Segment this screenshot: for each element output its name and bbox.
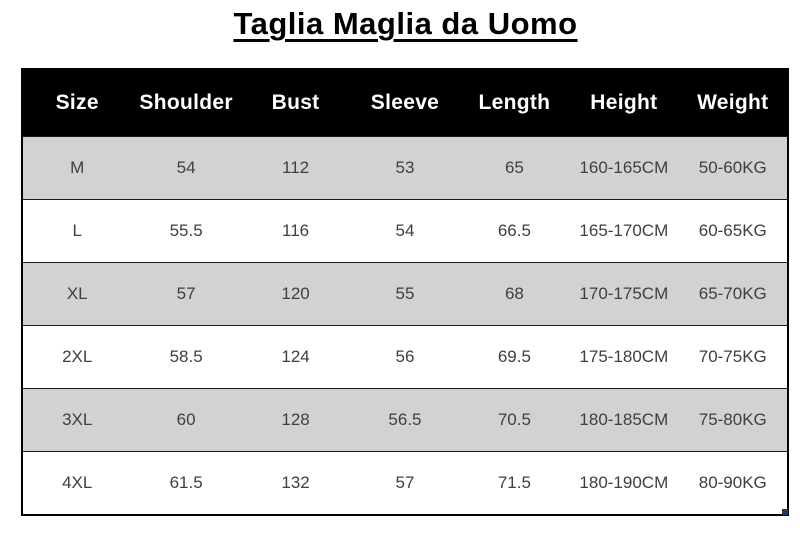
cell-length: 69.5 — [459, 325, 570, 389]
cell-height: 180-185CM — [569, 388, 679, 452]
cell-shoulder: 61.5 — [131, 451, 241, 515]
cell-weight: 75-80KG — [678, 388, 788, 452]
table-row-4xl: 4XL 61.5 132 57 71.5 180-190CM 80-90KG — [22, 451, 788, 515]
table-row-xl: XL 57 120 55 68 170-175CM 65-70KG — [22, 262, 788, 326]
table-row-l: L 55.5 116 54 66.5 165-170CM 60-65KG — [22, 199, 788, 263]
cell-height: 180-190CM — [569, 451, 679, 515]
cell-sleeve: 53 — [350, 136, 460, 200]
cell-shoulder: 55.5 — [131, 199, 241, 263]
corner-handle-icon — [782, 509, 788, 515]
table-row-3xl: 3XL 60 128 56.5 70.5 180-185CM 75-80KG — [22, 388, 788, 452]
cell-length: 68 — [459, 262, 570, 326]
cell-weight: 70-75KG — [678, 325, 788, 389]
cell-height: 165-170CM — [569, 199, 679, 263]
header-cell-size: Size — [22, 69, 132, 137]
cell-shoulder: 54 — [131, 136, 241, 200]
table-header: Size Shoulder Bust Sleeve Length Height … — [22, 69, 788, 137]
cell-length: 71.5 — [459, 451, 570, 515]
cell-sleeve: 54 — [350, 199, 460, 263]
cell-size: 4XL — [22, 451, 132, 515]
cell-size: 3XL — [22, 388, 132, 452]
cell-bust: 116 — [240, 199, 351, 263]
table-body: M 54 112 53 65 160-165CM 50-60KG L 55.5 … — [22, 136, 788, 515]
cell-length: 70.5 — [459, 388, 570, 452]
table-row-2xl: 2XL 58.5 124 56 69.5 175-180CM 70-75KG — [22, 325, 788, 389]
cell-weight: 50-60KG — [678, 136, 788, 200]
cell-shoulder: 60 — [131, 388, 241, 452]
cell-sleeve: 57 — [350, 451, 460, 515]
cell-length: 65 — [459, 136, 570, 200]
header-row: Size Shoulder Bust Sleeve Length Height … — [22, 69, 788, 137]
cell-length: 66.5 — [459, 199, 570, 263]
cell-bust: 124 — [240, 325, 351, 389]
cell-weight: 80-90KG — [678, 451, 788, 515]
cell-shoulder: 58.5 — [131, 325, 241, 389]
cell-weight: 65-70KG — [678, 262, 788, 326]
cell-sleeve: 56 — [350, 325, 460, 389]
header-cell-shoulder: Shoulder — [131, 69, 241, 137]
cell-bust: 120 — [240, 262, 351, 326]
header-cell-length: Length — [459, 69, 570, 137]
cell-height: 175-180CM — [569, 325, 679, 389]
cell-bust: 132 — [240, 451, 351, 515]
header-cell-sleeve: Sleeve — [350, 69, 460, 137]
page-title: Taglia Maglia da Uomo — [233, 6, 578, 41]
header-cell-height: Height — [569, 69, 679, 137]
cell-size: XL — [22, 262, 132, 326]
cell-bust: 112 — [240, 136, 351, 200]
cell-size: 2XL — [22, 325, 132, 389]
cell-height: 170-175CM — [569, 262, 679, 326]
cell-height: 160-165CM — [569, 136, 679, 200]
cell-weight: 60-65KG — [678, 199, 788, 263]
header-cell-bust: Bust — [240, 69, 351, 137]
cell-sleeve: 56.5 — [350, 388, 460, 452]
table-row-m: M 54 112 53 65 160-165CM 50-60KG — [22, 136, 788, 200]
size-chart-table: Size Shoulder Bust Sleeve Length Height … — [21, 68, 789, 516]
cell-size: L — [22, 199, 132, 263]
header-cell-weight: Weight — [678, 69, 788, 137]
cell-size: M — [22, 136, 132, 200]
size-chart-table-container: Size Shoulder Bust Sleeve Length Height … — [21, 68, 789, 516]
cell-shoulder: 57 — [131, 262, 241, 326]
cell-sleeve: 55 — [350, 262, 460, 326]
cell-bust: 128 — [240, 388, 351, 452]
